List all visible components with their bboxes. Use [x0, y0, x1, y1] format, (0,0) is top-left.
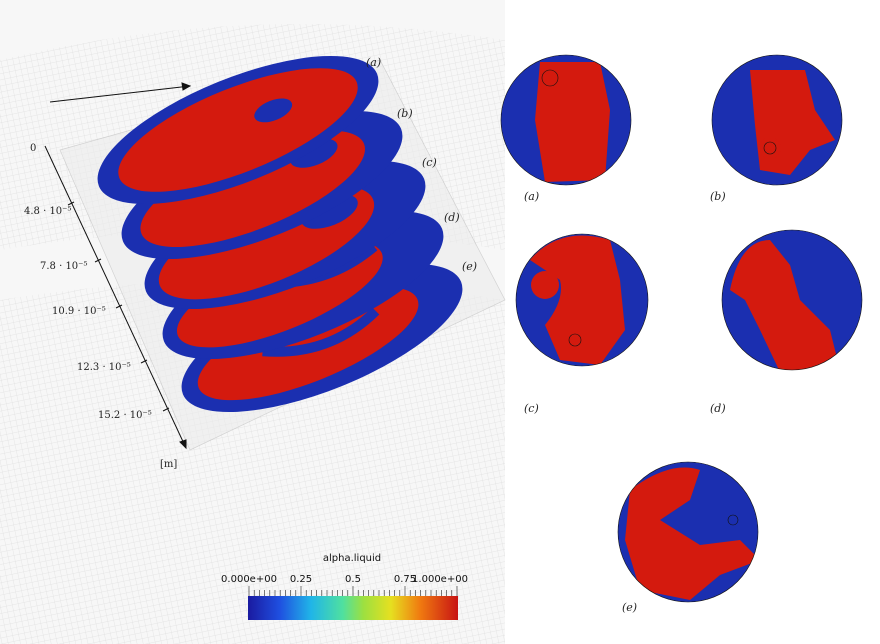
axis-tick-label: 4.8 · 10⁻⁵	[24, 206, 71, 217]
profile-label: (b)	[397, 107, 413, 120]
slice-label: (d)	[710, 402, 726, 415]
axis-tick-label: 0	[30, 143, 36, 154]
slice-label: (b)	[710, 190, 726, 203]
colorbar-tick-label: 0.5	[345, 574, 361, 585]
colorbar	[248, 596, 458, 620]
colorbar-title: alpha.liquid	[323, 553, 381, 564]
slice-label: (c)	[524, 402, 539, 415]
slice-label: (a)	[524, 190, 539, 203]
colorbar-tick-label: 0.000e+00	[221, 574, 277, 585]
profile-label: (a)	[366, 56, 381, 69]
profile-label: (d)	[444, 211, 460, 224]
colorbar-tick-label: 1.000e+00	[412, 574, 468, 585]
axis-tick-label: 12.3 · 10⁻⁵	[77, 362, 131, 373]
profile-label: (c)	[422, 156, 437, 169]
axis-tick-label: 10.9 · 10⁻⁵	[52, 306, 106, 317]
axis-tick-label: 15.2 · 10⁻⁵	[98, 410, 152, 421]
slice-views	[501, 55, 862, 602]
axis-tick-label: 7.8 · 10⁻⁵	[40, 261, 87, 272]
figure: 0 4.8 · 10⁻⁵ 7.8 · 10⁻⁵ 10.9 · 10⁻⁵ 12.3…	[0, 0, 880, 644]
axis-unit: [m]	[160, 459, 177, 470]
profile-label: (e)	[462, 260, 477, 273]
slice-label: (e)	[622, 601, 637, 614]
colorbar-tick-label: 0.25	[290, 574, 312, 585]
